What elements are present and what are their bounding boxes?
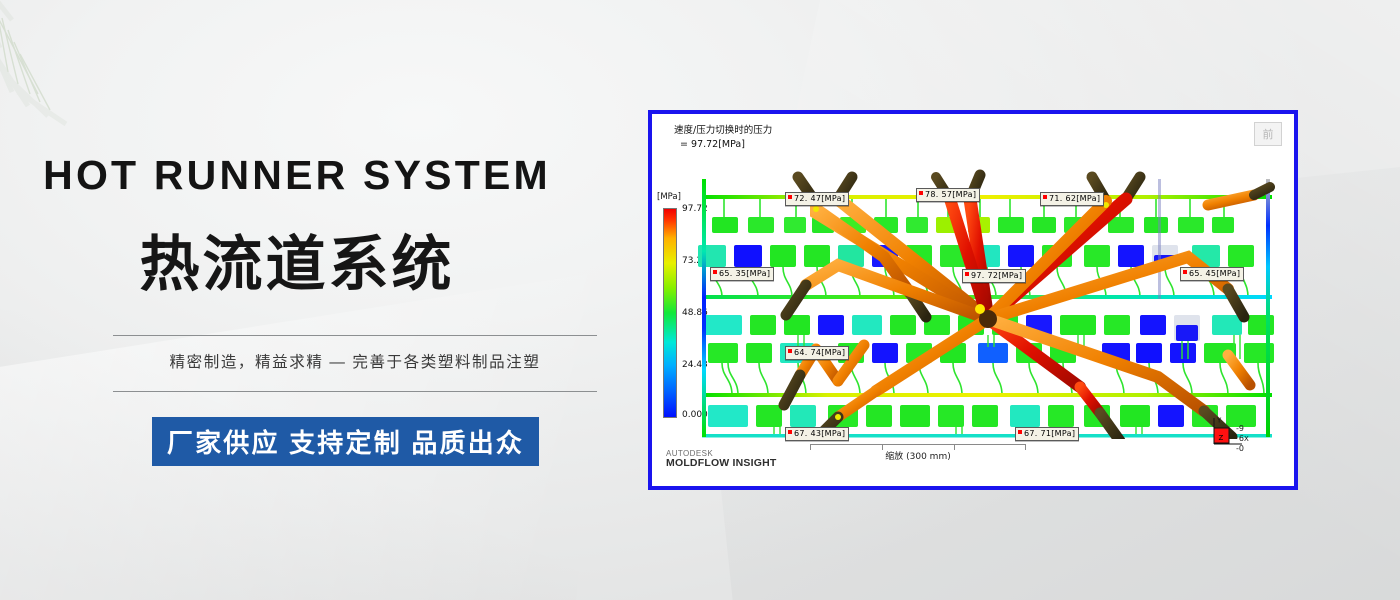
tagline: 精密制造，精益求精 — 完善于各类塑料制品注塑 [169,354,541,371]
cta-button[interactable]: 厂家供应 支持定制 品质出众 [152,417,539,466]
axis-readout-z: -0 [1236,444,1244,453]
svg-text:X: X [1244,435,1249,443]
pressure-callout: 67. 43[MPa] [785,427,850,441]
feed-columns [702,179,1270,437]
pressure-callout: 78. 57[MPa] [916,188,981,202]
moldflow-panel: 速度/压力切换时的压力 = 97.72[MPa] 前 [MPa] 97.72 7… [648,110,1298,490]
hot-runner-arms [778,169,1275,439]
pressure-callout: 72. 47[MPa] [785,192,850,206]
scale-bar-line [810,444,1026,445]
scale-bar: 缩放 (300 mm) [810,436,1026,462]
mold-cavity-layout [688,169,1288,439]
gate-node [1103,202,1109,208]
pressure-callout: 64. 74[MPa] [785,346,850,360]
svg-text:Z: Z [1219,434,1224,442]
left-content: HOT RUNNER SYSTEM 热流道系统 精密制造，精益求精 — 完善于各… [0,0,630,600]
simulation-render [698,169,1275,439]
colorbar-tick-2: 48.86 [682,308,708,318]
scale-tick [1025,444,1026,450]
gate-node [813,206,819,212]
page-title-english: HOT RUNNER SYSTEM [43,152,551,198]
scale-tick [810,444,811,450]
sprue-node [975,304,997,328]
colorbar-tick-4: 0.0000 [682,410,714,420]
colorbar-tick-3: 24.43 [682,360,708,370]
scale-tick [882,444,883,450]
brand-line-1: AUTODESK [666,448,714,458]
gate-node [835,414,841,420]
axis-triad-icon: Y X Z [1213,416,1249,445]
pressure-callout: 65. 35[MPa] [710,267,775,281]
axis-readout-y: 6 [1238,434,1244,443]
colorbar-tick-1: 73.29 [682,256,708,266]
pressure-callout-max: 97. 72[MPa] [962,269,1027,283]
axis-readout: -9 6 -0 [1236,424,1244,454]
page-title-chinese: 热流道系统 [139,231,455,298]
autodesk-logo: AUTODESK MOLDFLOW INSIGHT [666,448,777,470]
brand-line-2: MOLDFLOW INSIGHT [666,457,777,470]
colorbar-tick-0: 97.72 [682,204,708,214]
divider-bottom [113,391,597,392]
colorbar-unit-label: [MPa] [657,192,681,202]
axis-triad: Y X Z -9 6 -0 [1206,414,1252,458]
view-orientation-button[interactable]: 前 [1254,122,1282,146]
simulation-title: 速度/压力切换时的压力 = 97.72[MPa] [674,125,773,150]
svg-text:Y: Y [1216,416,1222,424]
moldflow-canvas: 速度/压力切换时的压力 = 97.72[MPa] 前 [MPa] 97.72 7… [652,114,1294,486]
pressure-callout: 67. 71[MPa] [1015,427,1080,441]
scale-bar-label: 缩放 (300 mm) [885,452,951,462]
axis-readout-x: -9 [1236,424,1244,433]
divider-top [113,335,597,336]
pressure-callout: 65. 45[MPa] [1180,267,1245,281]
scale-tick [954,444,955,450]
pressure-callout: 71. 62[MPa] [1040,192,1105,206]
colorbar [663,208,677,418]
